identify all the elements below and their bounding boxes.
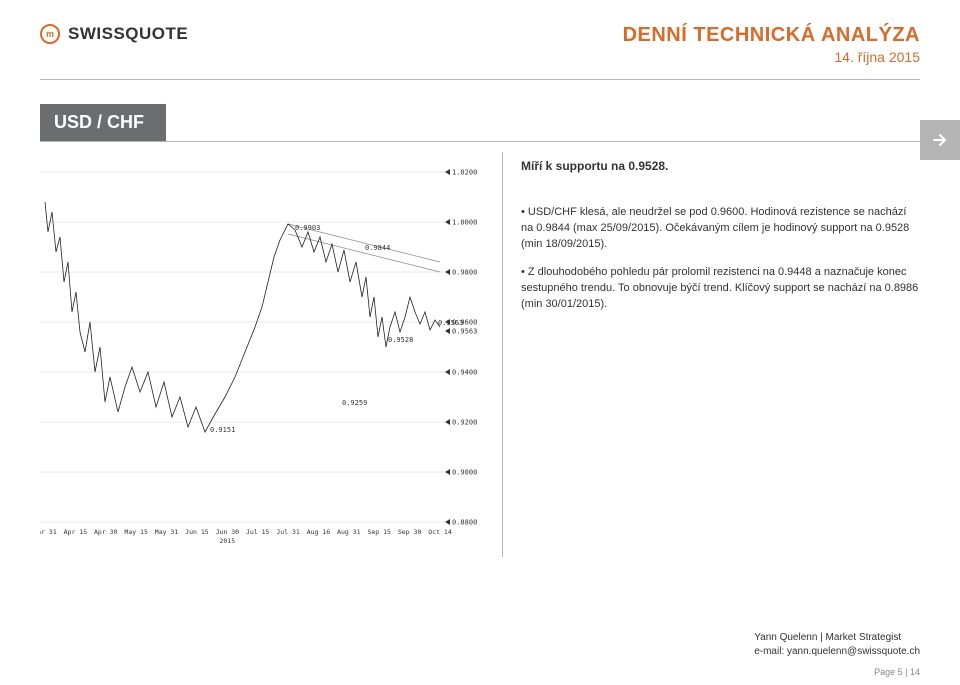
svg-text:May 31: May 31 <box>155 528 179 536</box>
svg-text:0.9528: 0.9528 <box>388 336 413 344</box>
svg-text:Jul 15: Jul 15 <box>246 528 270 536</box>
svg-text:2015: 2015 <box>219 537 235 545</box>
title-block: DENNÍ TECHNICKÁ ANALÝZA 14. října 2015 <box>623 24 920 65</box>
svg-text:0.9903: 0.9903 <box>295 224 320 232</box>
svg-text:Jun 30: Jun 30 <box>216 528 240 536</box>
logo-text: SWISSQUOTE <box>68 24 188 44</box>
svg-text:0.9400: 0.9400 <box>452 369 477 377</box>
content: 0.9903 0.9844 0.9563 0.9528 0.9259 0.9151 1.0… <box>0 142 960 557</box>
paragraph-2: • Z dlouhodobého pohledu pár prolomil re… <box>521 265 920 313</box>
svg-text:1.0200: 1.0200 <box>452 169 477 177</box>
page-number: Page 5 | 14 <box>874 667 920 677</box>
svg-text:Jul 31: Jul 31 <box>276 528 300 536</box>
svg-text:May 15: May 15 <box>124 528 148 536</box>
chart-subtitle: Míří k supportu na 0.9528. <box>521 158 920 175</box>
next-arrow-badge[interactable] <box>920 120 960 160</box>
footer: Yann Quelenn | Market Strategist e-mail:… <box>754 631 920 659</box>
divider-top <box>40 79 920 80</box>
svg-text:0.9200: 0.9200 <box>452 419 477 427</box>
svg-text:0.9563: 0.9563 <box>452 328 477 336</box>
svg-text:Aug 16: Aug 16 <box>307 528 331 536</box>
price-chart: 0.9903 0.9844 0.9563 0.9528 0.9259 0.9151 1.0… <box>40 152 490 552</box>
logo-icon: m <box>40 24 60 44</box>
arrow-right-icon <box>930 130 950 150</box>
header: m SWISSQUOTE DENNÍ TECHNICKÁ ANALÝZA 14.… <box>0 0 960 65</box>
svg-text:0.9151: 0.9151 <box>210 426 235 434</box>
email-line: e-mail: yann.quelenn@swissquote.ch <box>754 645 920 659</box>
svg-text:Apr 30: Apr 30 <box>94 528 118 536</box>
svg-text:Mar 31: Mar 31 <box>40 528 57 536</box>
svg-text:Jun 15: Jun 15 <box>185 528 209 536</box>
logo: m SWISSQUOTE <box>40 24 188 44</box>
report-date: 14. října 2015 <box>623 49 920 65</box>
svg-text:Oct 14: Oct 14 <box>428 528 452 536</box>
svg-text:0.9259: 0.9259 <box>342 399 367 407</box>
chart-column: 0.9903 0.9844 0.9563 0.9528 0.9259 0.9151 1.0… <box>40 152 490 557</box>
svg-text:Sep 15: Sep 15 <box>367 528 391 536</box>
report-title: DENNÍ TECHNICKÁ ANALÝZA <box>623 24 920 47</box>
pair-tab: USD / CHF <box>40 104 166 141</box>
svg-text:0.9600: 0.9600 <box>452 319 477 327</box>
svg-text:0.9844: 0.9844 <box>365 244 390 252</box>
svg-text:Apr 15: Apr 15 <box>64 528 88 536</box>
svg-text:0.8800: 0.8800 <box>452 519 477 527</box>
svg-text:Sep 30: Sep 30 <box>398 528 422 536</box>
author-line: Yann Quelenn | Market Strategist <box>754 631 920 645</box>
svg-text:Aug 31: Aug 31 <box>337 528 361 536</box>
svg-text:0.9800: 0.9800 <box>452 269 477 277</box>
analysis-text: Míří k supportu na 0.9528. • USD/CHF kle… <box>502 152 920 557</box>
svg-text:1.0000: 1.0000 <box>452 219 477 227</box>
paragraph-1: • USD/CHF klesá, ale neudržel se pod 0.9… <box>521 205 920 253</box>
svg-text:0.9000: 0.9000 <box>452 469 477 477</box>
